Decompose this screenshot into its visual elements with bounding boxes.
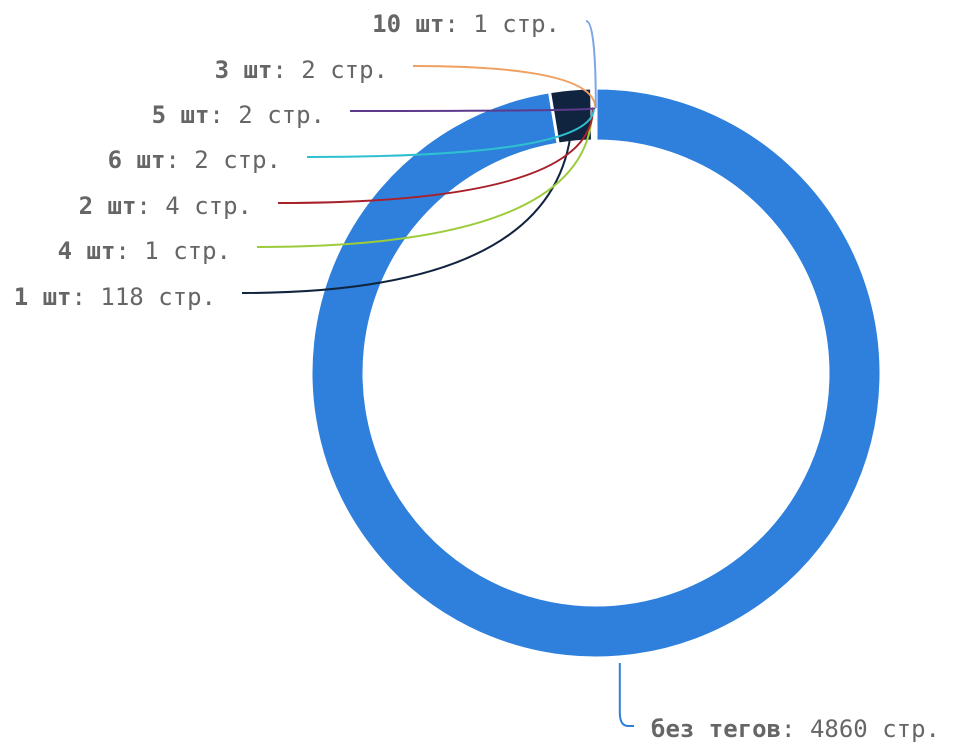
leader-line-5	[349, 107, 596, 112]
slice-label-value: : 2 стр.	[165, 146, 281, 174]
slice-label-name: 5 шт	[152, 101, 210, 129]
leader-line-7	[585, 20, 597, 109]
leader-line-3	[277, 108, 594, 204]
slice-label-7: 10 шт: 1 стр.	[372, 10, 560, 38]
slice-label-4: 6 шт: 2 стр.	[108, 146, 281, 174]
slice-label-value: : 1 стр.	[115, 237, 231, 265]
slice-labels: без тегов: 4860 стр.1 шт: 118 стр.4 шт: …	[14, 10, 940, 743]
slice-label-5: 5 шт: 2 стр.	[152, 101, 325, 129]
slice-label-6: 3 шт: 2 стр.	[215, 56, 388, 84]
slice-label-value: : 4 стр.	[136, 192, 252, 220]
slice-label-name: 4 шт	[58, 237, 116, 265]
leader-line-4	[306, 107, 595, 158]
leader-line-2	[256, 108, 594, 248]
slice-label-value: : 118 стр.	[72, 283, 217, 311]
slice-label-name: 6 шт	[108, 146, 166, 174]
slice-label-1: 1 шт: 118 стр.	[14, 283, 216, 311]
slice-label-name: без тегов	[651, 715, 781, 743]
slice-label-name: 1 шт	[14, 283, 72, 311]
leader-line-0	[618, 663, 634, 727]
slice-label-3: 2 шт: 4 стр.	[79, 192, 252, 220]
slice-label-name: 2 шт	[79, 192, 137, 220]
slice-label-name: 10 шт	[372, 10, 444, 38]
leader-lines	[241, 20, 634, 727]
leader-line-6	[412, 65, 597, 109]
slice-label-name: 3 шт	[215, 56, 273, 84]
slice-0[interactable]	[309, 86, 883, 660]
donut-slices	[309, 86, 883, 660]
slice-label-0: без тегов: 4860 стр.	[651, 715, 940, 743]
slice-label-2: 4 шт: 1 стр.	[58, 237, 231, 265]
slice-label-value: : 2 стр.	[272, 56, 388, 84]
slice-label-value: : 1 стр.	[444, 10, 560, 38]
slice-label-value: : 4860 стр.	[781, 715, 940, 743]
slice-label-value: : 2 стр.	[209, 101, 325, 129]
